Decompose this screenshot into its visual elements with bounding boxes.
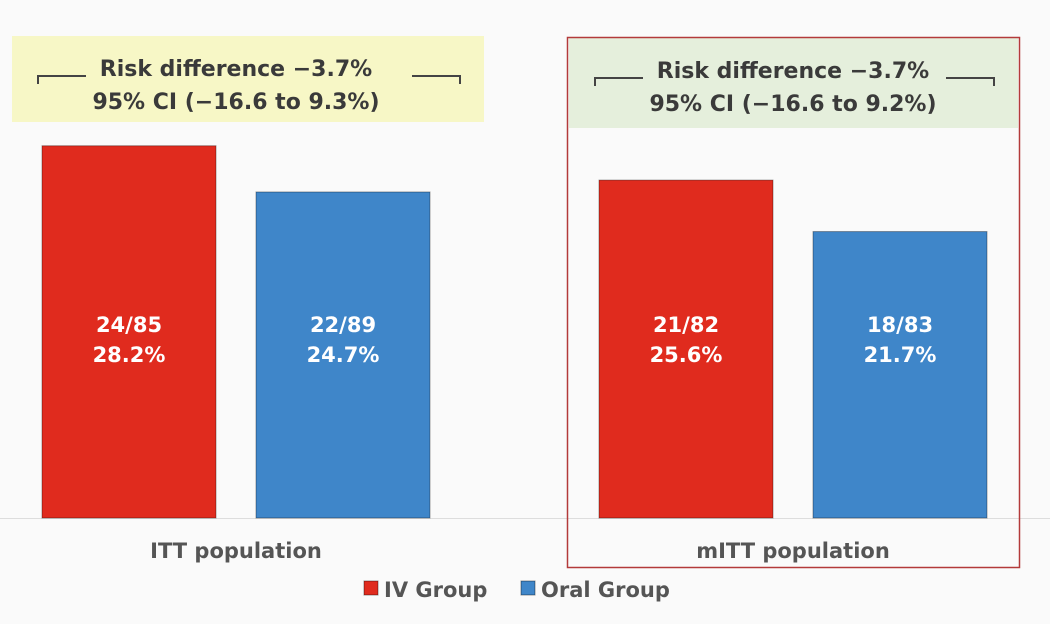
bar-oral-itt — [255, 191, 431, 519]
bar-count-label: 21/82 — [653, 313, 719, 337]
confidence-interval-text: 95% CI (−16.6 to 9.2%) — [649, 92, 936, 117]
bracket-right — [412, 75, 461, 84]
bar-iv-mitt — [598, 179, 774, 519]
bracket-right — [946, 77, 995, 86]
confidence-interval-text: 95% CI (−16.6 to 9.3%) — [92, 90, 379, 115]
annotation-background — [569, 38, 1018, 128]
highlight-frame — [566, 36, 1021, 569]
bracket-left — [37, 75, 86, 84]
risk-difference-text: Risk difference −3.7% — [657, 59, 929, 84]
bar-count-label: 22/89 — [310, 313, 376, 337]
bracket-left — [594, 77, 643, 86]
annotation-background — [12, 36, 484, 122]
legend-swatch — [520, 580, 536, 596]
bar-value-label: 21.7% — [864, 343, 937, 367]
bar-iv-itt — [41, 145, 217, 519]
legend-label: Oral Group — [541, 578, 670, 602]
legend-item: IV Group — [363, 578, 487, 602]
bar-value-label: 25.6% — [650, 343, 723, 367]
risk-difference-annotation: Risk difference −3.7% 95% CI (−16.6 to 9.… — [12, 36, 484, 122]
legend-item: Oral Group — [520, 578, 670, 602]
legend-label: IV Group — [384, 578, 487, 602]
bar-value-label: 24.7% — [307, 343, 380, 367]
risk-difference-annotation: Risk difference −3.7% 95% CI (−16.6 to 9.… — [569, 38, 1018, 128]
bar-value-label: 28.2% — [93, 343, 166, 367]
legend-swatch — [363, 580, 379, 596]
bar-count-label: 18/83 — [867, 313, 933, 337]
category-label: mITT population — [696, 539, 890, 563]
risk-difference-text: Risk difference −3.7% — [100, 57, 372, 82]
category-label: ITT population — [150, 539, 322, 563]
bar-oral-mitt — [812, 231, 988, 519]
bar-count-label: 24/85 — [96, 313, 162, 337]
